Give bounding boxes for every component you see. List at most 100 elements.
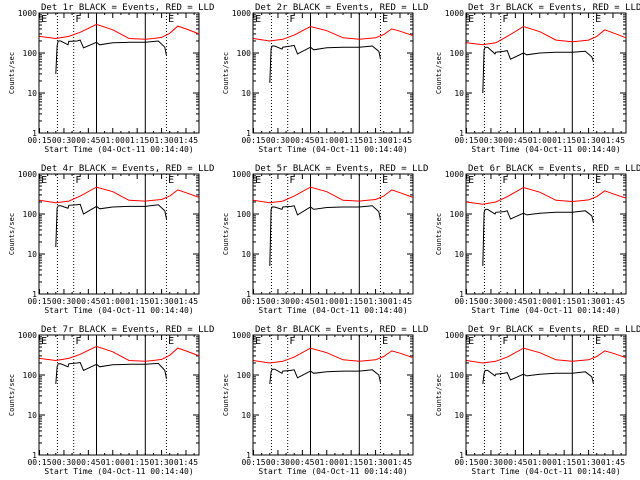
- x-tick-label: 00:15: [27, 136, 51, 145]
- panel-2: Det 2r BLACK = Events, RED = LLD 1 10 100 10…: [222, 3, 428, 154]
- events-series-line: [269, 205, 381, 267]
- y-tick-label: 1: [459, 129, 464, 138]
- flag-letter: F: [502, 14, 508, 25]
- flag-letter: E: [168, 336, 174, 347]
- plot-frame: [38, 334, 200, 456]
- y-tick-label: 1000: [232, 331, 251, 340]
- lld-series-line: [39, 186, 200, 204]
- y-tick-label: 1000: [445, 170, 464, 179]
- plot-frame: [252, 12, 414, 134]
- x-tick-label: 00:15: [454, 136, 478, 145]
- x-axis-label: Start Time (04-Oct-11 00:14:40): [471, 145, 620, 154]
- lld-series-line: [466, 347, 627, 364]
- x-tick-label: 00:30: [479, 297, 503, 306]
- y-tick-label: 100: [23, 210, 38, 219]
- flag-letter: E: [41, 14, 47, 25]
- flag-letter: F: [75, 14, 81, 25]
- x-tick-label: 01:45: [174, 458, 198, 467]
- y-axis-label: Counts/sec: [222, 374, 230, 416]
- x-tick-label: 01:00: [101, 297, 125, 306]
- y-tick-label: 10: [241, 411, 251, 420]
- lld-series-line: [253, 347, 414, 364]
- x-tick-label: 01:30: [577, 458, 601, 467]
- x-tick-label: 00:30: [479, 136, 503, 145]
- x-tick-label: 01:00: [528, 136, 552, 145]
- x-tick-label: 00:45: [503, 458, 527, 467]
- y-tick-label: 1000: [232, 9, 251, 18]
- x-tick-label: 01:00: [315, 297, 339, 306]
- y-tick-label: 1: [246, 451, 251, 460]
- y-tick-label: 100: [450, 210, 465, 219]
- y-axis-label: Counts/sec: [222, 52, 230, 94]
- x-tick-label: 00:15: [27, 297, 51, 306]
- panel-5: Det 5r BLACK = Events, RED = LLD 1 10 100 10…: [222, 164, 428, 315]
- y-axis-label: Counts/sec: [222, 213, 230, 255]
- flag-letter: E: [595, 14, 601, 25]
- x-tick-label: 00:15: [27, 458, 51, 467]
- y-axis-label: Counts/sec: [8, 52, 16, 94]
- panel-title: Det 1r BLACK = Events, RED = LLD: [41, 3, 214, 13]
- y-tick-label: 1000: [445, 9, 464, 18]
- panel-title: Det 2r BLACK = Events, RED = LLD: [255, 3, 428, 13]
- lld-series-line: [466, 186, 627, 205]
- flag-letter: E: [468, 14, 474, 25]
- flag-letter: F: [75, 175, 81, 186]
- x-tick-label: 01:15: [125, 458, 149, 467]
- events-series-line: [269, 368, 381, 384]
- plot-frame: [465, 12, 627, 134]
- x-axis-label: Start Time (04-Oct-11 00:14:40): [258, 145, 407, 154]
- plot-frame: [38, 173, 200, 295]
- panel-7: Det 7r BLACK = Events, RED = LLD 1 10 100 10…: [8, 325, 214, 476]
- x-tick-label: 00:45: [290, 136, 314, 145]
- x-tick-label: 01:45: [601, 297, 625, 306]
- y-tick-label: 100: [450, 49, 465, 58]
- y-tick-label: 10: [241, 89, 251, 98]
- x-tick-label: 00:45: [76, 297, 100, 306]
- flag-letter: E: [382, 14, 388, 25]
- x-tick-label: 00:15: [241, 458, 265, 467]
- y-axis-label: Counts/sec: [8, 213, 16, 255]
- plot-frame: [38, 12, 200, 134]
- flag-letter: E: [382, 175, 388, 186]
- lld-series-line: [39, 23, 200, 40]
- x-tick-label: 01:00: [315, 458, 339, 467]
- x-axis-label: Start Time (04-Oct-11 00:14:40): [258, 306, 407, 315]
- x-tick-label: 01:45: [601, 136, 625, 145]
- x-tick-label: 01:30: [364, 136, 388, 145]
- x-tick-label: 00:15: [454, 297, 478, 306]
- plot-frame: [252, 173, 414, 295]
- x-tick-label: 01:15: [125, 136, 149, 145]
- x-tick-label: 00:30: [266, 136, 290, 145]
- x-axis-label: Start Time (04-Oct-11 00:14:40): [471, 306, 620, 315]
- x-tick-label: 01:30: [150, 136, 174, 145]
- y-axis-label: Counts/sec: [435, 52, 443, 94]
- y-axis-label: Counts/sec: [435, 213, 443, 255]
- x-tick-label: 01:30: [150, 297, 174, 306]
- x-tick-label: 01:15: [552, 297, 576, 306]
- x-tick-label: 00:45: [503, 136, 527, 145]
- x-tick-label: 01:30: [577, 297, 601, 306]
- y-tick-label: 10: [27, 411, 37, 420]
- panel-3: Det 3r BLACK = Events, RED = LLD 1 10 100 10…: [435, 3, 640, 154]
- x-tick-label: 01:45: [388, 136, 412, 145]
- panel-4: Det 4r BLACK = Events, RED = LLD 1 10 100 10…: [8, 164, 214, 315]
- x-tick-label: 00:30: [52, 458, 76, 467]
- flag-letter: E: [468, 175, 474, 186]
- panel-title: Det 3r BLACK = Events, RED = LLD: [468, 3, 640, 13]
- y-tick-label: 1000: [445, 331, 464, 340]
- events-series-line: [482, 369, 594, 385]
- y-tick-label: 10: [454, 89, 464, 98]
- panel-title: Det 5r BLACK = Events, RED = LLD: [255, 164, 428, 174]
- x-axis-label: Start Time (04-Oct-11 00:14:40): [258, 467, 407, 476]
- events-series-line: [269, 44, 381, 83]
- x-tick-label: 01:45: [388, 297, 412, 306]
- y-axis-label: Counts/sec: [435, 374, 443, 416]
- x-axis-label: Start Time (04-Oct-11 00:14:40): [44, 306, 193, 315]
- y-tick-label: 1: [459, 290, 464, 299]
- events-series-line: [482, 208, 594, 267]
- y-tick-label: 1: [246, 290, 251, 299]
- x-tick-label: 01:45: [174, 136, 198, 145]
- flag-letter: E: [41, 336, 47, 347]
- panel-6: Det 6r BLACK = Events, RED = LLD 1 10 100 10…: [435, 164, 640, 315]
